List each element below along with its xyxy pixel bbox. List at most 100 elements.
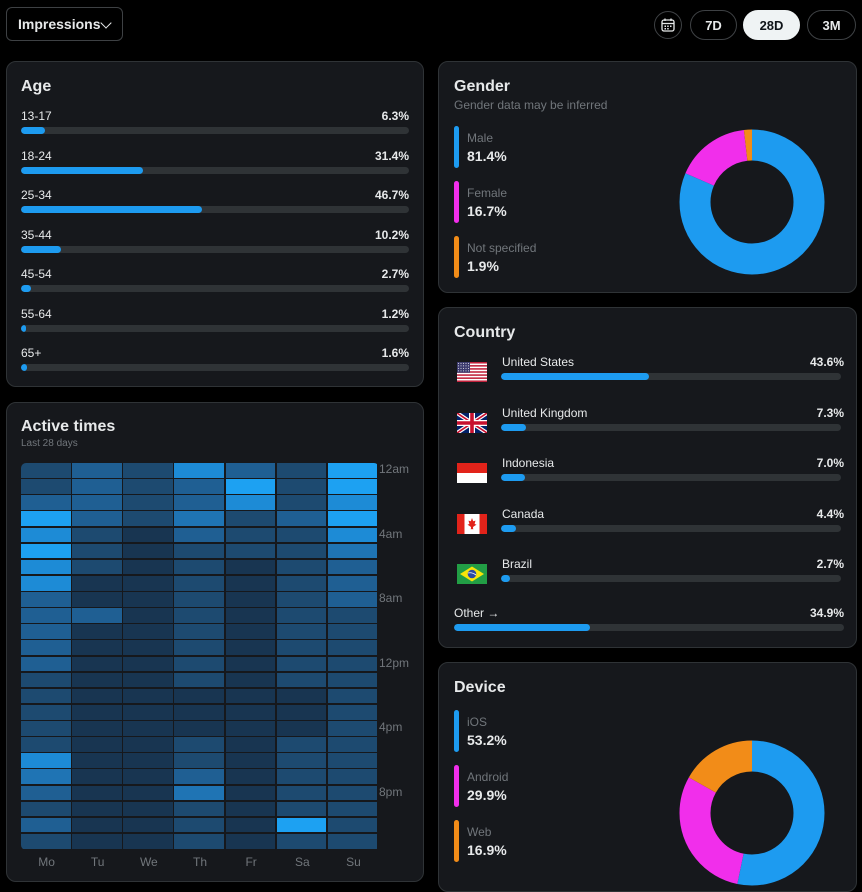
heatmap-cell (276, 463, 327, 478)
heatmap-cell (225, 737, 276, 752)
heatmap-day-label: Su (346, 855, 361, 869)
heatmap-cell (276, 688, 327, 704)
gender-legend-value: 81.4% (467, 148, 507, 164)
chevron-down-icon (100, 17, 112, 29)
country-other-track (454, 624, 844, 631)
age-value: 1.6% (381, 346, 409, 360)
heatmap-cell (21, 817, 71, 833)
heatmap-cell (123, 479, 173, 494)
metric-select[interactable]: Impressions (6, 7, 123, 41)
heatmap-cell (174, 704, 225, 720)
heatmap-day-label: We (139, 855, 158, 869)
range-3m-button[interactable]: 3M (807, 10, 856, 40)
heatmap-cell (174, 688, 225, 704)
age-bar-fill (21, 324, 26, 332)
heatmap-cell (276, 785, 327, 801)
heatmap-cell (174, 672, 225, 688)
heatmap-cell (276, 769, 327, 784)
gender-title: Gender (454, 78, 511, 95)
device-legend-label: Web (467, 825, 492, 839)
heatmap-cell (21, 769, 71, 784)
heatmap-cell (276, 575, 327, 591)
heatmap-cell (72, 801, 122, 817)
device-legend-label: Android (467, 770, 509, 784)
heatmap-cell (72, 672, 122, 688)
age-row: 25-34 46.7% (21, 188, 409, 218)
heatmap-cell (174, 495, 225, 510)
heatmap-cell (123, 817, 173, 833)
age-row: 13-17 6.3% (21, 109, 409, 139)
age-label: 25-34 (21, 188, 52, 202)
country-value: 43.6% (809, 355, 844, 369)
country-bar-track (501, 575, 841, 582)
active-times-heatmap (21, 463, 379, 850)
heatmap-cell (225, 688, 276, 704)
heatmap-cell (327, 479, 378, 494)
country-other-row[interactable]: Other → 34.9% (454, 606, 844, 646)
heatmap-cell (123, 640, 173, 655)
heatmap-cell (276, 543, 327, 559)
heatmap-cell (327, 753, 378, 768)
country-other-value: 34.9% (809, 606, 844, 620)
heatmap-cell (21, 833, 71, 849)
heatmap-cell (72, 495, 122, 510)
country-bar-fill (501, 423, 526, 431)
heatmap-cell (225, 543, 276, 559)
country-other-link[interactable]: Other → (454, 606, 500, 620)
gender-subtitle: Gender data may be inferred (454, 98, 608, 112)
device-legend-value: 53.2% (467, 732, 507, 748)
heatmap-time-label: 12am (379, 462, 410, 476)
heatmap-cell (327, 801, 378, 817)
heatmap-cell (123, 463, 173, 478)
brazil-flag (457, 564, 487, 584)
age-value: 10.2% (374, 227, 409, 242)
country-name: Canada (502, 506, 545, 521)
heatmap-cell (276, 592, 327, 607)
device-legend-swatch (454, 765, 459, 807)
country-row: United States 43.6% (454, 355, 844, 395)
gender-donut-chart (679, 129, 825, 275)
heatmap-cell (327, 608, 378, 623)
age-title: Age (21, 78, 52, 95)
heatmap-cell (327, 737, 378, 752)
heatmap-cell (123, 575, 173, 591)
country-bar-track (501, 373, 841, 380)
heatmap-cell (174, 801, 225, 817)
country-row: United Kingdom 7.3% (454, 406, 844, 446)
toolbar: Impressions 7D 28D 3M (0, 0, 862, 50)
gender-legend-label: Not specified (467, 241, 537, 255)
heatmap-cell (225, 672, 276, 688)
heatmap-cell (276, 753, 327, 768)
range-7d-button[interactable]: 7D (690, 10, 737, 40)
heatmap-cell (327, 656, 378, 672)
heatmap-cell (225, 704, 276, 720)
heatmap-cell (123, 769, 173, 784)
heatmap-cell (72, 785, 122, 801)
age-bar-fill (21, 245, 61, 253)
range-28d-button[interactable]: 28D (743, 10, 800, 40)
heatmap-cell (72, 543, 122, 559)
heatmap-cell (174, 559, 225, 575)
country-card: Country United States 43.6% United Kingdom… (438, 307, 857, 648)
heatmap-cell (327, 769, 378, 784)
heatmap-cell (72, 559, 122, 575)
gender-legend-value: 16.7% (467, 203, 507, 219)
country-name: Brazil (502, 557, 533, 571)
age-value: 2.7% (381, 267, 409, 281)
age-label: 18-24 (21, 148, 52, 163)
heatmap-cell (276, 608, 327, 623)
gender-legend-label: Male (467, 131, 494, 145)
age-row: 18-24 31.4% (21, 149, 409, 179)
heatmap-cell (327, 640, 378, 655)
country-value: 7.3% (816, 405, 844, 420)
heatmap-day-label: Fr (245, 855, 257, 869)
calendar-button[interactable] (654, 11, 682, 39)
heatmap-cell (21, 640, 71, 655)
age-bar-fill (21, 127, 46, 134)
heatmap-cell (225, 511, 276, 526)
heatmap-cell (174, 769, 225, 784)
gender-legend-label: Female (467, 186, 508, 200)
device-legend-value: 16.9% (467, 842, 507, 858)
country-name: Indonesia (502, 456, 555, 470)
heatmap-cell (327, 704, 378, 720)
